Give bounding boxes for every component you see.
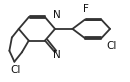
Text: Cl: Cl — [10, 65, 21, 75]
Text: Cl: Cl — [107, 41, 117, 51]
Text: N: N — [53, 10, 61, 20]
Text: N: N — [53, 50, 61, 60]
Text: F: F — [83, 4, 89, 14]
